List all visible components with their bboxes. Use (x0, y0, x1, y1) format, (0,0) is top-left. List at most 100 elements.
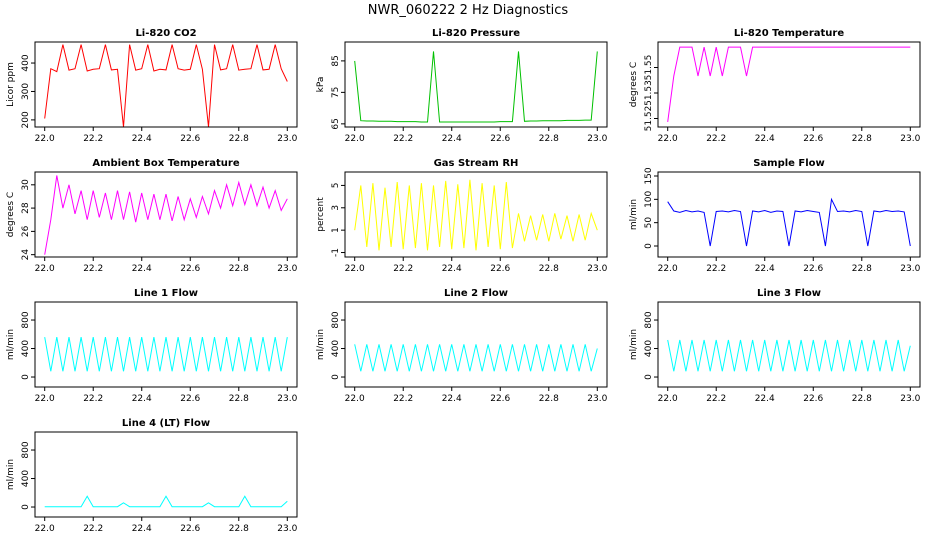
plot-box (34, 171, 298, 258)
x-tick-label: 23.0 (587, 134, 607, 144)
panel-title: Li-820 CO2 (135, 28, 196, 39)
data-line (667, 197, 911, 247)
y-axis-label: ml/min (316, 329, 326, 360)
data-line (354, 344, 598, 372)
y-tick-label: 0 (21, 374, 31, 380)
y-tick-label: 51.52 (644, 106, 654, 132)
y-tick-label: 75 (331, 87, 341, 98)
x-tick-label: 22.0 (345, 264, 365, 274)
y-axis-label: ml/min (629, 199, 639, 230)
figure-title: NWR_060222 2 Hz Diagnostics (368, 3, 569, 18)
data-line (667, 46, 911, 122)
x-tick-label: 23.0 (277, 524, 297, 534)
x-tick-label: 22.4 (755, 264, 775, 274)
panel-title: Sample Flow (753, 158, 825, 169)
data-line (44, 175, 288, 255)
panel-title: Ambient Box Temperature (92, 158, 239, 169)
y-tick-label: 3 (331, 205, 341, 211)
x-tick-label: 22.2 (83, 134, 103, 144)
y-axis-label: percent (316, 197, 326, 232)
x-tick-label: 22.0 (35, 134, 55, 144)
y-tick-label: 65 (331, 118, 341, 129)
x-tick-label: 22.0 (35, 524, 55, 534)
x-tick-label: 22.6 (180, 264, 200, 274)
y-tick-label: 400 (21, 340, 31, 357)
x-tick-label: 22.8 (539, 264, 559, 274)
x-tick-label: 22.6 (180, 394, 200, 404)
data-line (44, 495, 288, 508)
x-tick-label: 22.0 (35, 394, 55, 404)
y-tick-label: 50 (644, 217, 654, 229)
x-tick-label: 22.2 (706, 134, 726, 144)
x-tick-label: 22.2 (393, 134, 413, 144)
panel-title: Line 1 Flow (134, 288, 198, 299)
x-tick-label: 22.0 (658, 394, 678, 404)
plot-box (34, 41, 298, 128)
y-tick-label: 28 (21, 202, 31, 214)
x-tick-label: 22.2 (83, 394, 103, 404)
x-tick-label: 23.0 (277, 134, 297, 144)
x-tick-label: 22.8 (229, 524, 249, 534)
x-tick-label: 22.0 (345, 394, 365, 404)
panel-title: Line 4 (LT) Flow (122, 418, 210, 429)
y-tick-label: 400 (644, 340, 654, 357)
x-tick-label: 22.6 (803, 134, 823, 144)
x-tick-label: 22.2 (83, 264, 103, 274)
x-tick-label: 23.0 (587, 394, 607, 404)
x-tick-label: 22.4 (755, 394, 775, 404)
y-axis-label: degrees C (629, 62, 639, 107)
y-tick-label: 400 (21, 54, 31, 71)
x-tick-label: 22.8 (229, 394, 249, 404)
x-tick-label: 22.6 (490, 264, 510, 274)
y-tick-label: 0 (644, 374, 654, 380)
plot-box (657, 301, 921, 388)
y-tick-label: 300 (21, 83, 31, 100)
x-tick-label: 22.6 (490, 394, 510, 404)
x-tick-label: 22.2 (393, 264, 413, 274)
y-tick-label: 800 (644, 311, 654, 328)
x-tick-label: 22.6 (490, 134, 510, 144)
y-tick-label: 800 (21, 441, 31, 458)
x-tick-label: 22.4 (132, 524, 152, 534)
x-tick-label: 22.8 (852, 134, 872, 144)
x-tick-label: 22.0 (658, 264, 678, 274)
data-line (667, 339, 911, 372)
y-axis-label: degrees C (6, 192, 16, 237)
y-tick-label: 400 (21, 470, 31, 487)
x-tick-label: 22.2 (83, 524, 103, 534)
y-tick-label: 85 (331, 55, 341, 66)
plot-box (657, 41, 921, 128)
y-tick-label: 1 (331, 227, 341, 233)
x-tick-label: 23.0 (277, 264, 297, 274)
plot-box (34, 301, 298, 388)
x-tick-label: 22.2 (706, 394, 726, 404)
panel-title: Li-820 Temperature (734, 28, 844, 39)
x-tick-label: 22.6 (803, 264, 823, 274)
x-tick-label: 23.0 (900, 264, 920, 274)
x-tick-label: 23.0 (900, 134, 920, 144)
y-tick-label: 100 (644, 190, 654, 207)
x-tick-label: 22.2 (393, 394, 413, 404)
x-tick-label: 22.4 (755, 134, 775, 144)
y-tick-label: 51.55 (644, 55, 654, 81)
y-tick-label: 0 (21, 504, 31, 510)
y-axis-label: ml/min (6, 459, 16, 490)
x-tick-label: 23.0 (277, 394, 297, 404)
panel-title: Line 2 Flow (444, 288, 508, 299)
x-tick-label: 22.6 (180, 524, 200, 534)
y-tick-label: 200 (21, 111, 31, 128)
plot-box (344, 41, 608, 128)
y-tick-label: 0 (644, 243, 654, 249)
x-tick-label: 22.6 (180, 134, 200, 144)
x-tick-label: 22.8 (229, 134, 249, 144)
data-line (354, 179, 598, 251)
x-tick-label: 23.0 (587, 264, 607, 274)
y-tick-label: -1 (331, 248, 341, 257)
data-line (354, 51, 598, 123)
y-tick-label: 0 (331, 374, 341, 380)
y-tick-label: 30 (21, 179, 31, 191)
panel-title: Gas Stream RH (434, 158, 519, 169)
data-line (44, 44, 288, 128)
